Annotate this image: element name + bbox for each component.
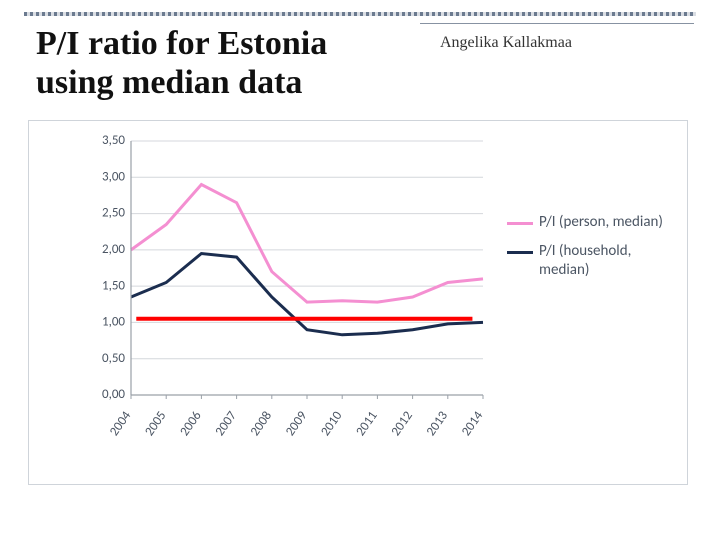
x-axis-labels: 2004 2005 20062007 200820092010 2011 2012 2013… — [67, 403, 507, 483]
y-tick-label: 2,00 — [102, 242, 125, 257]
x-tick-label: 2005 — [142, 409, 169, 439]
x-tick-label: 2010 — [318, 408, 346, 439]
y-tick-label: 0,00 — [102, 387, 125, 402]
chart-legend: P/I (person, median) P/I (household, med… — [507, 213, 682, 289]
slide: P/I ratio for Estonia using median data … — [0, 0, 720, 540]
chart-series — [131, 185, 483, 335]
legend-swatch — [507, 222, 533, 225]
y-tick-label: 0,50 — [102, 351, 125, 366]
top-divider — [24, 12, 696, 16]
legend-swatch — [507, 251, 533, 254]
x-tick-label: 2008 — [248, 408, 276, 439]
x-tick-label: 2011 — [353, 409, 380, 439]
x-tick-label: 2007 — [212, 408, 240, 439]
axis-lines — [131, 141, 483, 399]
legend-label: P/I (person, median) — [539, 213, 663, 232]
x-tick-label: 2006 — [177, 408, 205, 439]
y-tick-label: 2,50 — [102, 206, 125, 221]
y-tick-label: 1,00 — [102, 315, 125, 330]
author-name: Angelika Kallakmaa — [440, 34, 660, 52]
author-divider — [420, 23, 694, 24]
line-chart: 0,00 0,50 1,00 1,50 2,00 2,50 3,00 3,50 — [89, 133, 489, 403]
legend-item: P/I (person, median) — [507, 213, 682, 232]
x-tick-label: 2013 — [424, 408, 452, 439]
x-tick-label: 2014 — [459, 408, 487, 439]
x-tick-label: 2012 — [388, 408, 416, 439]
chart-container: 0,000,501,001,502,002,503,003,50 2004200… — [28, 120, 688, 485]
x-tick-label: 2004 — [107, 408, 135, 439]
y-axis: 0,00 0,50 1,00 1,50 2,00 2,50 3,00 3,50 — [102, 133, 125, 402]
y-tick-label: 1,50 — [102, 278, 125, 293]
page-title: P/I ratio for Estonia using median data — [36, 24, 396, 102]
series-line — [131, 185, 483, 303]
legend-label: P/I (household, median) — [539, 242, 682, 280]
y-tick-label: 3,00 — [102, 169, 125, 184]
x-tick-label: 2009 — [283, 408, 311, 439]
y-tick-label: 3,50 — [102, 133, 125, 148]
legend-item: P/I (household, median) — [507, 242, 682, 280]
